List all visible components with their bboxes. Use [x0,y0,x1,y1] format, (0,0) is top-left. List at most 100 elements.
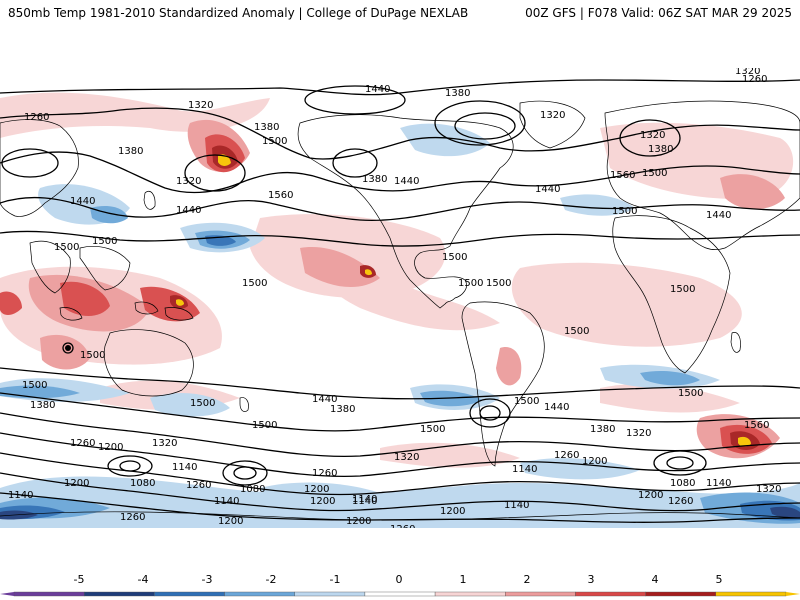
height-contours [0,79,800,523]
contour-label: 1440 [312,394,337,405]
contour-label: 1320 [626,428,651,439]
contour-label: 1200 [582,456,607,467]
contour-label: 1440 [365,84,390,95]
contour-label: 1140 [352,494,377,505]
contour-label: 1440 [176,205,201,216]
contour-label: 1380 [648,144,673,155]
contour-label: 1260 [312,468,337,479]
colorbar-tick-label: -5 [74,573,85,586]
contour-label: 1500 [54,242,79,253]
contour-label: 1440 [535,184,560,195]
contour-label: 1380 [445,88,470,99]
contour-label: 1380 [330,404,355,415]
contour-label: 1440 [544,402,569,413]
contour-label: 1260 [70,438,95,449]
contour-label: 1380 [590,424,615,435]
contour-label: 1500 [458,278,483,289]
contour-label: 1440 [706,210,731,221]
contour-label: 1260 [120,512,145,523]
contour-label: 1560 [610,170,635,181]
contour-label: 1500 [442,252,467,263]
colorbar-tick-label: -4 [138,573,149,586]
contour-label: 1080 [130,478,155,489]
contour-label: 1200 [638,490,663,501]
colorbar-segment [364,591,436,597]
contour-label: 1260 [186,480,211,491]
contour-label: 1500 [486,278,511,289]
contour-label: 1200 [64,478,89,489]
contour-label: 1140 [8,490,33,501]
colorbar-tick-label: 1 [460,573,467,586]
colorbar-segment [13,591,85,597]
contour-label: 1260 [554,450,579,461]
colorbar-segment [715,591,787,597]
contour-label: 1320 [188,100,213,111]
contour-label: 1140 [706,478,731,489]
contour-label: 1500 [80,350,105,361]
contour-label: 1140 [512,464,537,475]
colorbar-tick-label: 4 [652,573,659,586]
colorbar-tick-label: 0 [396,573,403,586]
colorbar-min-arrow [0,592,14,596]
contour-label: 1500 [642,168,667,179]
contour-label: 1200 [304,484,329,495]
contour-label: 1200 [346,516,371,527]
contour-label: 1260 [390,524,415,528]
colorbar-segment [575,591,646,597]
contour-label: 1500 [242,278,267,289]
contour-label: 1500 [514,396,539,407]
coastlines [0,100,800,521]
contour-label: 1320 [735,68,760,77]
colorbar-segment [224,591,295,597]
contour-label: 1320 [394,452,419,463]
contour-label: 1080 [670,478,695,489]
contour-label: 1080 [240,484,265,495]
contour-label: 1500 [612,206,637,217]
contour-label: 1380 [118,146,143,157]
contour-label: 1320 [152,438,177,449]
contour-label: 1260 [24,112,49,123]
colorbar-segment [294,591,366,597]
contour-label: 1380 [254,122,279,133]
contour-label: 1560 [268,190,293,201]
colorbar-segment [434,591,506,597]
contour-label: 1440 [394,176,419,187]
contour-label: 1140 [172,462,197,473]
contour-label: 1320 [640,130,665,141]
contour-label: 1560 [744,420,769,431]
contour-label: 1500 [670,284,695,295]
colorbar-tick-label: 2 [524,573,531,586]
colorbar-tick-label: 5 [716,573,723,586]
contour-label: 1200 [440,506,465,517]
contour-label: 1500 [92,236,117,247]
colorbar-segment [154,591,225,597]
colorbar-tick-label: -3 [202,573,213,586]
contour-label: 1140 [504,500,529,511]
model-valid-time: 00Z GFS | F078 Valid: 06Z SAT MAR 29 202… [525,6,792,20]
contour-label: 1500 [678,388,703,399]
colorbar-max-arrow [786,592,800,596]
contour-label: 1500 [262,136,287,147]
contour-label: 1500 [252,420,277,431]
anomaly-map: 1440 1380 1320 1260 1320 1260 1320 1380 … [0,68,800,528]
colorbar-tick-label: -2 [266,573,277,586]
contour-label: 1200 [310,496,335,507]
contour-label: 1500 [22,380,47,391]
colorbar-segment [83,591,155,597]
contour-label: 1320 [540,110,565,121]
colorbar-tick-label: 3 [588,573,595,586]
colorbar-tick-label: -1 [330,573,341,586]
contour-label: 1320 [756,484,781,495]
contour-label: 1380 [30,400,55,411]
contour-label: 1500 [190,398,215,409]
contour-label: 1260 [668,496,693,507]
low-centers [65,345,71,351]
contour-label: 1380 [362,174,387,185]
map-title: 850mb Temp 1981-2010 Standardized Anomal… [8,6,469,20]
contour-label: 1200 [98,442,123,453]
contour-label: 1260 [742,74,767,85]
colorbar-segment [645,591,717,597]
contour-label: 1500 [564,326,589,337]
contour-label: 1320 [176,176,201,187]
contour-labels: 1440 1380 1320 1260 1320 1260 1320 1380 … [8,68,781,528]
